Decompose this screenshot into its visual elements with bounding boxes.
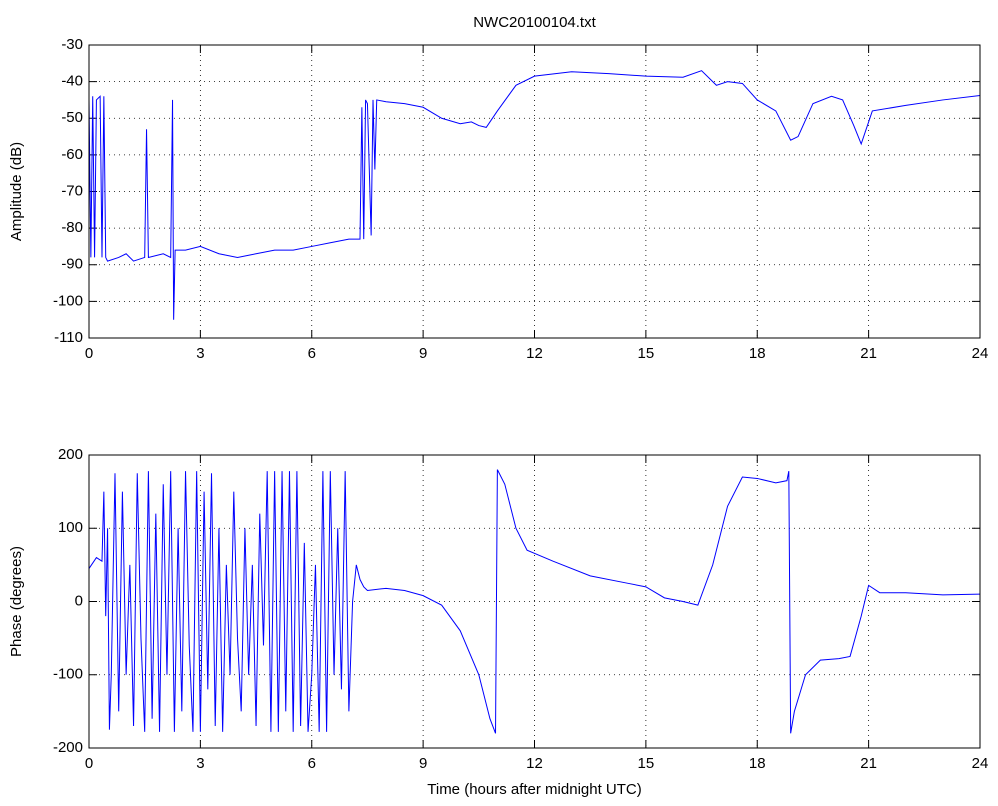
y-tick-label: -80 <box>61 219 83 236</box>
x-tick-label: 6 <box>308 755 316 772</box>
y-tick-label: -60 <box>61 146 83 163</box>
x-axis-label: Time (hours after midnight UTC) <box>427 781 642 798</box>
x-tick-label: 24 <box>972 755 989 772</box>
y-tick-label: -30 <box>61 36 83 53</box>
x-tick-label: 9 <box>419 345 427 362</box>
x-tick-label: 0 <box>85 755 93 772</box>
x-tick-label: 18 <box>749 755 766 772</box>
x-tick-label: 15 <box>638 755 655 772</box>
chart-title: NWC20100104.txt <box>473 14 596 31</box>
y-tick-label: -100 <box>53 666 83 683</box>
x-tick-label: 21 <box>860 345 877 362</box>
x-tick-label: 0 <box>85 345 93 362</box>
y-axis-label: Phase (degrees) <box>8 546 25 657</box>
x-tick-label: 6 <box>308 345 316 362</box>
x-tick-label: 9 <box>419 755 427 772</box>
axes-frame <box>88 44 981 339</box>
y-tick-label: 200 <box>58 446 83 463</box>
x-tick-label: 12 <box>526 755 543 772</box>
x-tick-label: 21 <box>860 755 877 772</box>
y-tick-label: -110 <box>54 329 83 346</box>
y-tick-label: -40 <box>61 73 83 90</box>
data-line <box>88 469 981 734</box>
y-tick-label: -200 <box>53 739 83 756</box>
x-tick-label: 15 <box>638 345 655 362</box>
x-tick-label: 3 <box>196 755 204 772</box>
y-tick-label: 100 <box>58 519 83 536</box>
axes-frame <box>88 454 981 749</box>
y-tick-label: -70 <box>61 182 83 199</box>
x-tick-label: 12 <box>526 345 543 362</box>
y-tick-label: -90 <box>61 256 83 273</box>
x-tick-label: 24 <box>972 345 989 362</box>
y-tick-label: 0 <box>75 592 83 609</box>
y-tick-label: -50 <box>61 109 83 126</box>
y-axis-label: Amplitude (dB) <box>8 142 25 241</box>
x-tick-label: 3 <box>196 345 204 362</box>
x-tick-label: 18 <box>749 345 766 362</box>
y-tick-label: -100 <box>53 292 83 309</box>
data-line <box>88 70 981 320</box>
